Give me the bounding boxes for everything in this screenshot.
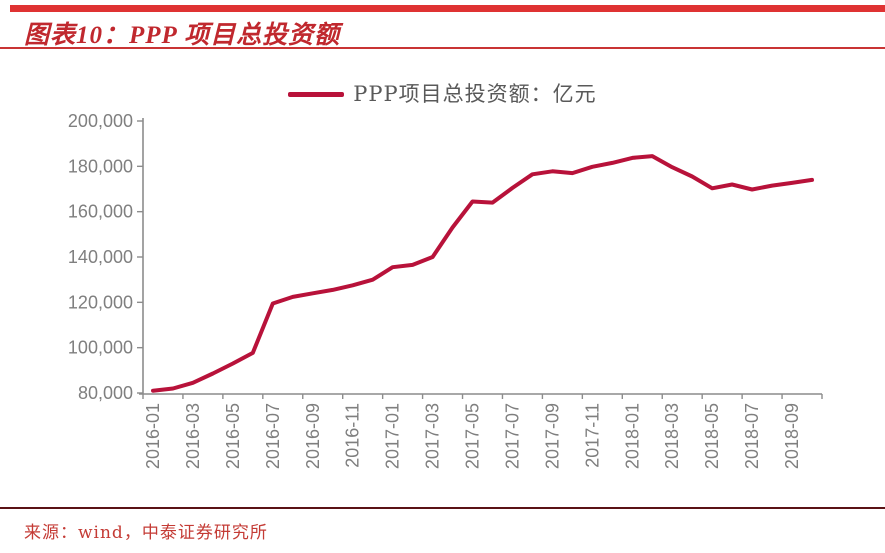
x-tick-label: 2017-07 <box>502 403 522 469</box>
x-tick-label: 2018-07 <box>742 403 762 469</box>
chart-title: 图表10：PPP 项目总投资额 <box>24 22 341 49</box>
x-axis: 2016-01 2016-03 2016-05 2016-07 2016-09 2016-… <box>142 394 823 469</box>
x-tick-label: 2016-01 <box>143 403 163 469</box>
y-tick-label: 120,000 <box>68 292 133 312</box>
y-tick-label: 80,000 <box>78 383 133 403</box>
header-accent-bar <box>10 5 885 12</box>
legend: PPP项目总投资额：亿元 <box>0 78 885 108</box>
source-text: 来源：wind，中泰证券研究所 <box>24 523 268 543</box>
legend-label: PPP项目总投资额：亿元 <box>353 82 597 106</box>
x-tick-label: 2018-05 <box>702 403 722 469</box>
x-tick-label: 2017-03 <box>423 403 443 469</box>
x-tick-label: 2017-09 <box>542 403 562 469</box>
x-tick-label: 2017-05 <box>463 403 483 469</box>
x-tick-label: 2017-11 <box>582 403 602 468</box>
y-axis: 80,000 100,000 120,000 140,000 160,000 180,00… <box>68 111 143 403</box>
x-tick-label: 2017-01 <box>383 403 403 469</box>
x-tick-label: 2016-03 <box>183 403 203 469</box>
series-line <box>151 154 814 393</box>
x-tick-label: 2018-09 <box>782 403 802 469</box>
y-tick-label: 180,000 <box>68 156 133 176</box>
y-tick-label: 160,000 <box>68 202 133 222</box>
x-tick-label: 2018-01 <box>622 403 642 469</box>
y-tick-label: 100,000 <box>68 338 133 358</box>
x-tick-label: 2016-09 <box>303 403 323 469</box>
x-tick-label: 2018-03 <box>662 403 682 469</box>
y-tick-label: 200,000 <box>68 111 133 131</box>
title-divider <box>0 47 885 49</box>
x-tick-label: 2016-07 <box>263 403 283 469</box>
x-tick-label: 2016-05 <box>223 403 243 469</box>
x-tick-label: 2016-11 <box>343 403 363 468</box>
legend-line-swatch <box>288 91 345 97</box>
footer-divider <box>0 507 885 509</box>
y-tick-label: 140,000 <box>68 247 133 267</box>
